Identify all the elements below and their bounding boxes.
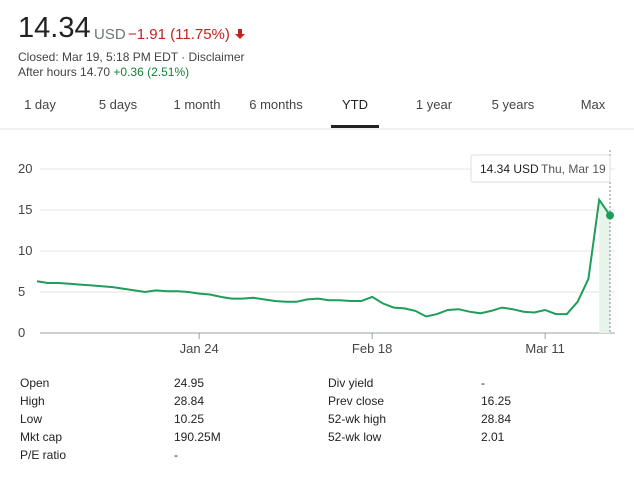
stat-label: Div yield xyxy=(328,376,374,390)
stat-label: Low xyxy=(20,412,43,426)
tab[interactable]: Max xyxy=(580,97,606,112)
last-segment-area xyxy=(599,199,610,333)
stat-value: 10.25 xyxy=(174,412,205,426)
change-text: −1.91 (11.75%) xyxy=(128,26,230,43)
change: −1.91 (11.75%) xyxy=(128,26,246,43)
after-hours-price: After hours 14.70 xyxy=(18,65,111,79)
price-line xyxy=(36,197,611,318)
tooltip-box xyxy=(470,154,611,183)
y-tick-label: 15 xyxy=(18,202,32,217)
stat-label: Mkt cap xyxy=(20,430,63,444)
tooltip-date: Thu, Mar 19 xyxy=(541,162,606,176)
currency: USD xyxy=(94,26,126,43)
stat-value: - xyxy=(174,448,178,462)
tab-underline xyxy=(331,125,379,128)
stat-label: 52-wk low xyxy=(328,430,382,444)
stat-label: High xyxy=(20,394,45,408)
x-tick-label: Feb 18 xyxy=(352,341,392,356)
tab[interactable]: 6 months xyxy=(249,97,303,112)
stat-value: 24.95 xyxy=(174,376,205,390)
closed-info: Closed: Mar 19, 5:18 PM EDT · Disclaimer xyxy=(18,50,245,64)
x-tick-label: Jan 24 xyxy=(180,341,219,356)
tooltip-value: 14.34 USD xyxy=(480,162,539,176)
tab[interactable]: 5 days xyxy=(98,97,138,112)
y-tick-label: 5 xyxy=(18,284,25,299)
price: 14.34 xyxy=(18,12,91,44)
after-hours: After hours 14.70 +0.36 (2.51%) xyxy=(18,65,189,79)
stat-label: Prev close xyxy=(328,394,385,408)
tab[interactable]: 1 month xyxy=(173,97,221,112)
y-tick-label: 20 xyxy=(18,161,32,176)
stat-label: Open xyxy=(20,376,50,390)
stat-value: 28.84 xyxy=(174,394,205,408)
tab[interactable]: 1 year xyxy=(415,97,453,112)
stat-value: 16.25 xyxy=(481,394,512,408)
stat-label: P/E ratio xyxy=(20,448,67,462)
y-tick-label: 10 xyxy=(18,243,32,258)
tab[interactable]: 5 years xyxy=(491,97,535,112)
stat-value: 28.84 xyxy=(481,412,512,426)
stat-value: 190.25M xyxy=(174,430,221,444)
y-tick-label: 0 xyxy=(18,325,25,340)
tab[interactable]: YTD xyxy=(342,97,368,112)
stat-value: - xyxy=(481,376,485,390)
after-hours-change: +0.36 (2.51%) xyxy=(113,65,190,79)
x-tick-label: Mar 11 xyxy=(525,341,565,356)
stat-label: 52-wk high xyxy=(328,412,387,426)
stat-value: 2.01 xyxy=(481,430,505,444)
tab[interactable]: 1 day xyxy=(24,97,56,112)
down-arrow xyxy=(235,29,246,39)
last-point xyxy=(606,211,614,220)
